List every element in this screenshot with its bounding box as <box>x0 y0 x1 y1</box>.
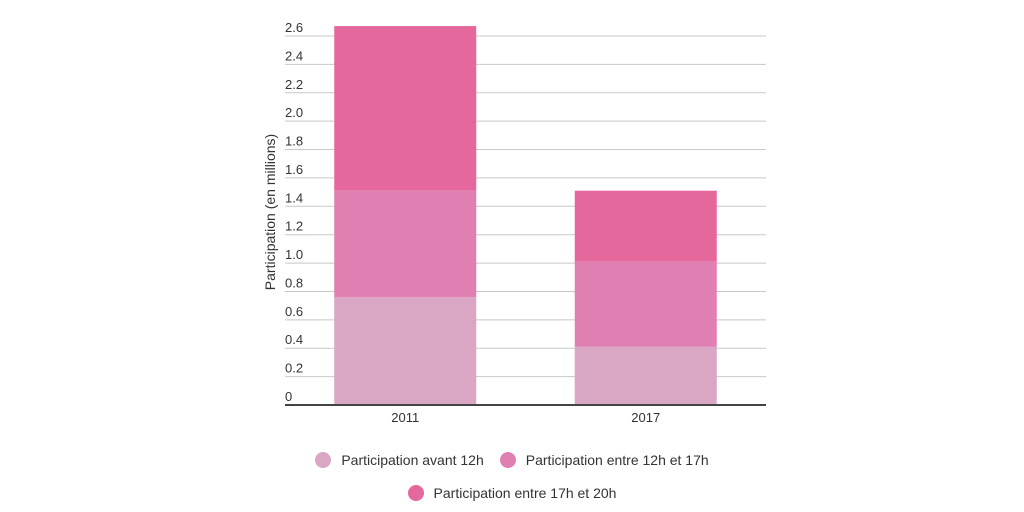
x-tick-label-2011: 2011 <box>391 410 419 425</box>
y-tick-label: 2.6 <box>285 20 303 35</box>
legend-swatch-12h-17h <box>499 452 516 468</box>
y-tick-label: 1.0 <box>285 247 303 262</box>
legend-swatch-17h-20h <box>407 485 424 501</box>
y-tick-label: 2.0 <box>285 105 303 120</box>
bar-segment-2017-series-0 <box>574 346 717 405</box>
legend-item-17h-20h: Participation entre 17h et 20h <box>407 485 617 501</box>
y-tick-label: 0.8 <box>285 275 303 290</box>
y-tick-label: 0.4 <box>285 332 303 347</box>
legend-swatch-avant-12h <box>315 452 332 468</box>
bars <box>334 26 717 405</box>
y-tick-label: 0.2 <box>285 361 303 376</box>
legend-item-12h-17h: Participation entre 12h et 17h <box>499 452 709 468</box>
y-tick-label: 0.6 <box>285 304 303 319</box>
bar-segment-2017-series-2 <box>574 190 717 262</box>
legend-item-avant-12h: Participation avant 12h <box>315 452 484 468</box>
y-tick-label: 1.6 <box>285 162 303 177</box>
legend-row-2: Participation entre 17h et 20h <box>0 485 1024 501</box>
legend-label-17h-20h: Participation entre 17h et 20h <box>433 485 617 501</box>
bar-segment-2011-series-1 <box>334 190 477 298</box>
stacked-bar-chart: 0 0.2 0.4 0.6 0.8 1.0 1.2 1.4 1.6 1.8 2.0 2.2 2.4 2.6… <box>262 20 766 425</box>
y-tick-label: 0 <box>285 389 292 404</box>
x-tick-labels: 2011 2017 <box>391 410 660 425</box>
y-tick-labels: 0 0.2 0.4 0.6 0.8 1.0 1.2 1.4 1.6 1.8 2.0 2.2 2.4 2.6 <box>285 20 303 404</box>
y-tick-label: 2.4 <box>285 48 303 63</box>
legend-row-1: Participation avant 12h Participation en… <box>0 452 1024 468</box>
y-axis-title: Participation (en millions) <box>262 134 278 290</box>
bar-segment-2017-series-1 <box>574 261 717 347</box>
y-tick-label: 1.4 <box>285 190 303 205</box>
bar-segment-2011-series-2 <box>334 26 477 191</box>
legend-label-avant-12h: Participation avant 12h <box>341 452 484 468</box>
x-tick-label-2017: 2017 <box>631 410 660 425</box>
legend-label-12h-17h: Participation entre 12h et 17h <box>525 452 709 468</box>
bar-segment-2011-series-0 <box>334 297 477 405</box>
y-tick-label: 2.2 <box>285 77 303 92</box>
y-tick-label: 1.2 <box>285 219 303 234</box>
y-tick-label: 1.8 <box>285 134 303 149</box>
